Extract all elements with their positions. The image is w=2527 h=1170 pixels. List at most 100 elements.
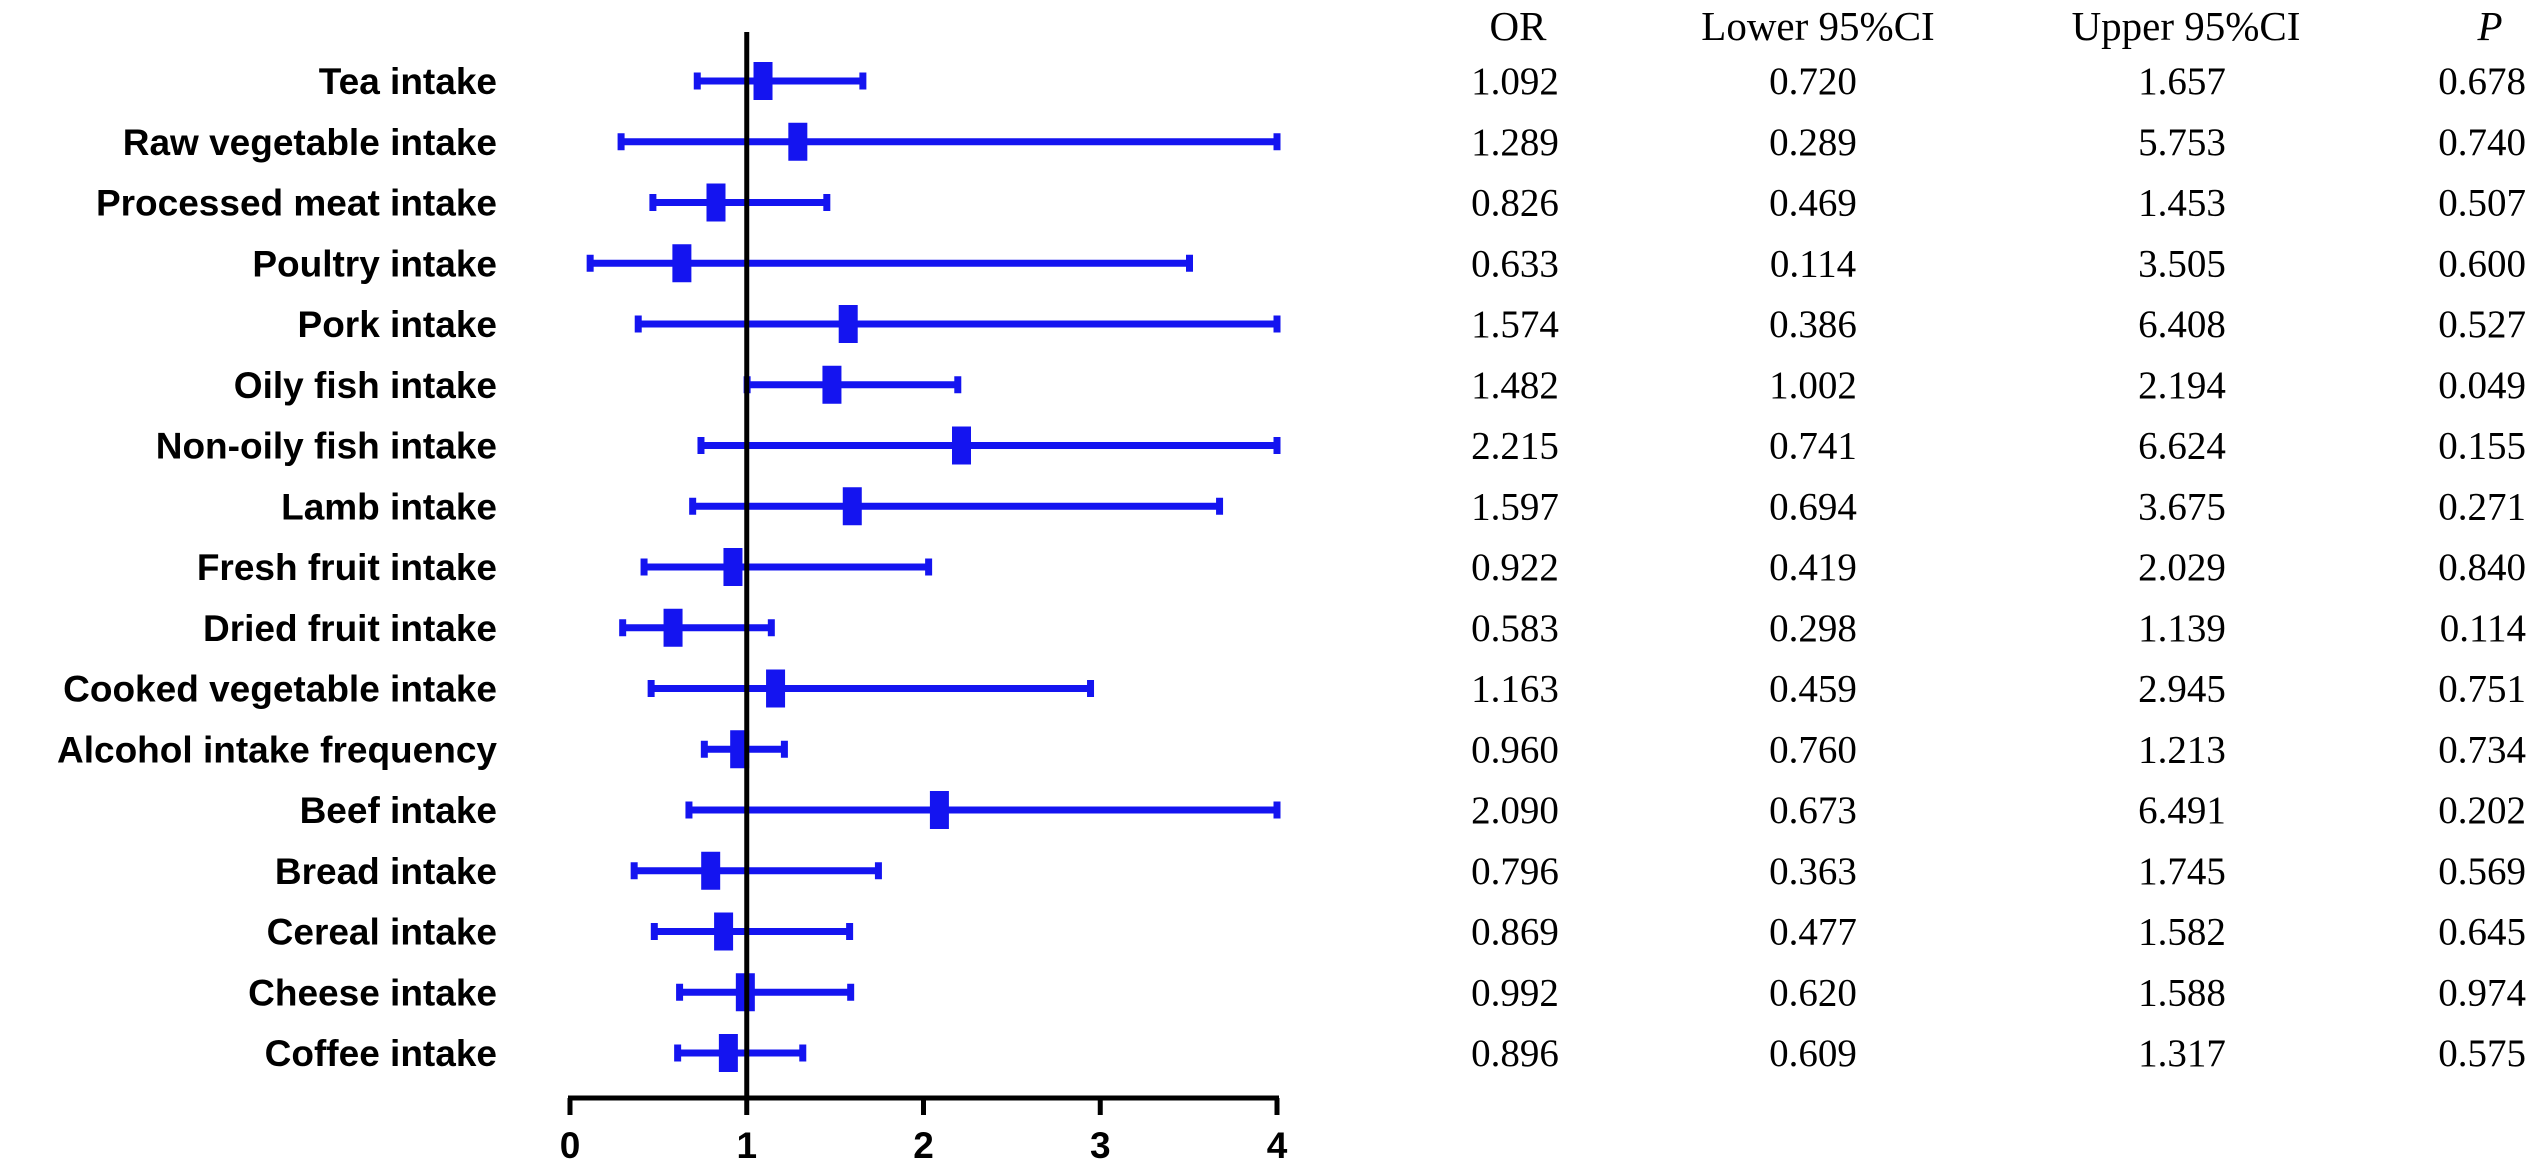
table-cell-lower: 0.609 (1769, 1032, 1857, 1075)
x-tick-label: 2 (913, 1125, 934, 1166)
table-cell-upper: 6.491 (2138, 789, 2226, 832)
row-label: Beef intake (300, 790, 497, 831)
or-marker (766, 669, 786, 708)
table-cell-upper: 3.505 (2138, 242, 2226, 285)
row-label: Oily fish intake (234, 365, 497, 406)
table-cell-upper: 2.194 (2138, 364, 2226, 407)
table-cell-upper: 6.408 (2138, 303, 2226, 346)
table-cell-lower: 0.363 (1769, 850, 1857, 893)
or-marker (822, 365, 842, 404)
table-cell-lower: 0.386 (1769, 303, 1857, 346)
table-cell-p: 0.600 (2438, 242, 2526, 285)
or-marker (929, 791, 949, 829)
or-marker (706, 183, 726, 222)
row-label: Lamb intake (281, 486, 497, 527)
table-cell-p: 0.271 (2438, 485, 2526, 528)
or-marker (723, 548, 743, 586)
row-label: Dried fruit intake (203, 608, 497, 649)
table-cell-upper: 1.213 (2138, 728, 2226, 771)
table-cell-upper: 2.029 (2138, 546, 2226, 589)
or-marker (663, 608, 683, 647)
table-cell-or: 0.796 (1471, 850, 1559, 893)
table-cell-upper: 1.317 (2138, 1032, 2226, 1075)
table-cell-or: 1.289 (1471, 121, 1559, 164)
table-cell-lower: 0.477 (1769, 911, 1857, 954)
row-label: Poultry intake (252, 243, 497, 284)
table-cell-p: 0.202 (2438, 789, 2526, 832)
or-marker (718, 1034, 738, 1072)
row-label: Cheese intake (248, 972, 497, 1013)
row-label: Processed meat intake (96, 183, 497, 224)
column-header: P (2476, 3, 2502, 49)
or-marker (838, 305, 858, 343)
table-cell-lower: 0.720 (1769, 60, 1857, 103)
table-cell-or: 1.163 (1471, 668, 1559, 711)
table-cell-or: 1.092 (1471, 60, 1559, 103)
column-header: Lower 95%CI (1701, 3, 1934, 49)
table-cell-upper: 3.675 (2138, 485, 2226, 528)
row-label: Non-oily fish intake (156, 426, 497, 467)
row-label: Coffee intake (265, 1033, 497, 1074)
x-tick-label: 3 (1090, 1125, 1111, 1166)
table-cell-upper: 1.139 (2138, 607, 2226, 650)
table-cell-lower: 0.419 (1769, 546, 1857, 589)
table-cell-lower: 0.114 (1770, 242, 1856, 285)
table-cell-p: 0.751 (2438, 668, 2526, 711)
table-cell-lower: 0.673 (1769, 789, 1857, 832)
table-cell-or: 1.574 (1471, 303, 1559, 346)
table-cell-or: 0.826 (1471, 182, 1559, 225)
table-cell-upper: 5.753 (2138, 121, 2226, 164)
x-tick-label: 1 (736, 1125, 757, 1166)
or-marker (714, 912, 734, 951)
table-cell-p: 0.734 (2438, 728, 2526, 771)
table-cell-p: 0.645 (2438, 911, 2526, 954)
or-marker (701, 851, 721, 890)
table-cell-p: 0.840 (2438, 546, 2526, 589)
table-cell-p: 0.575 (2438, 1032, 2526, 1075)
table-cell-or: 0.922 (1471, 546, 1559, 589)
table-cell-or: 0.869 (1471, 911, 1559, 954)
table-cell-or: 0.960 (1471, 728, 1559, 771)
row-label: Fresh fruit intake (197, 547, 497, 588)
or-marker (788, 122, 808, 161)
table-cell-lower: 0.469 (1769, 182, 1857, 225)
table-cell-lower: 0.289 (1769, 121, 1857, 164)
row-label: Cooked vegetable intake (63, 669, 497, 710)
table-cell-lower: 0.459 (1769, 668, 1857, 711)
row-label: Tea intake (319, 61, 497, 102)
table-cell-or: 0.633 (1471, 242, 1559, 285)
or-marker (842, 487, 862, 526)
row-label: Bread intake (275, 851, 497, 892)
table-cell-or: 2.090 (1471, 789, 1559, 832)
table-cell-or: 0.992 (1471, 971, 1559, 1014)
or-marker (952, 426, 972, 465)
table-cell-or: 1.482 (1471, 364, 1559, 407)
x-tick-label: 4 (1267, 1125, 1288, 1166)
table-cell-p: 0.049 (2438, 364, 2526, 407)
table-cell-p: 0.155 (2438, 425, 2526, 468)
table-cell-lower: 0.741 (1769, 425, 1857, 468)
table-cell-lower: 0.694 (1769, 485, 1857, 528)
x-tick-label: 0 (560, 1125, 581, 1166)
row-label: Cereal intake (267, 912, 497, 953)
row-label: Pork intake (298, 304, 497, 345)
table-cell-upper: 1.588 (2138, 971, 2226, 1014)
table-cell-upper: 1.657 (2138, 60, 2226, 103)
table-cell-p: 0.507 (2438, 182, 2526, 225)
table-cell-or: 2.215 (1471, 425, 1559, 468)
table-cell-lower: 0.298 (1769, 607, 1857, 650)
table-cell-upper: 1.582 (2138, 911, 2226, 954)
table-cell-p: 0.114 (2440, 607, 2526, 650)
table-cell-p: 0.678 (2438, 60, 2526, 103)
table-cell-upper: 6.624 (2138, 425, 2226, 468)
table-cell-or: 0.896 (1471, 1032, 1559, 1075)
table-cell-lower: 0.760 (1769, 728, 1857, 771)
table-cell-lower: 1.002 (1769, 364, 1857, 407)
table-cell-upper: 1.745 (2138, 850, 2226, 893)
or-marker (672, 244, 692, 283)
table-cell-lower: 0.620 (1769, 971, 1857, 1014)
column-header: OR (1490, 3, 1548, 49)
table-cell-p: 0.740 (2438, 121, 2526, 164)
table-cell-p: 0.569 (2438, 850, 2526, 893)
